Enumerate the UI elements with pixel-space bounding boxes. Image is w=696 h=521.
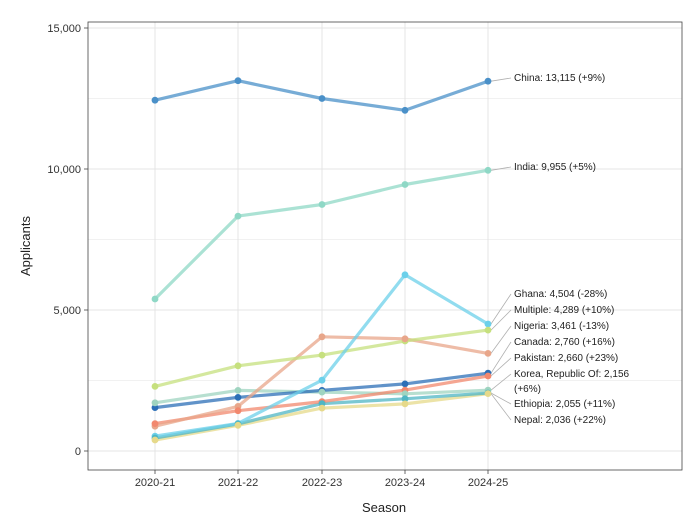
data-point xyxy=(401,390,409,398)
label-connector xyxy=(490,393,512,421)
y-tick-label: 0 xyxy=(75,446,81,458)
data-point xyxy=(234,394,242,401)
data-point xyxy=(318,376,326,384)
x-tick-label: 2024-25 xyxy=(468,477,508,489)
data-point xyxy=(401,106,409,114)
label-connector xyxy=(490,373,512,391)
data-point xyxy=(234,77,242,85)
data-point xyxy=(484,372,492,380)
label-connector xyxy=(490,392,512,405)
data-point xyxy=(234,421,242,429)
label-connector xyxy=(490,77,512,82)
x-tick-label: 2022-23 xyxy=(302,477,342,489)
series-end-labels: China: 13,115 (+9%) India: 9,955 (+5%) Gha… xyxy=(514,73,630,426)
label-connector xyxy=(490,325,512,354)
series-end-label: Multiple: 4,289 (+10%) xyxy=(514,305,614,316)
x-tick-label: 2021-22 xyxy=(218,477,258,489)
series-end-label: Nepal: 2,036 (+22%) xyxy=(514,415,606,426)
data-point xyxy=(318,351,326,359)
series-end-label: Canada: 2,760 (+16%) xyxy=(514,337,615,348)
data-point xyxy=(401,335,409,343)
series-end-label: Korea, Republic Of: 2,156 xyxy=(514,369,630,380)
data-point xyxy=(484,326,492,334)
data-point xyxy=(318,95,326,102)
data-point xyxy=(151,295,159,303)
data-point xyxy=(234,387,242,394)
data-points xyxy=(151,77,492,444)
series-end-label: Ghana: 4,504 (-28%) xyxy=(514,289,607,300)
x-axis-title: Season xyxy=(362,500,406,515)
data-point xyxy=(484,390,492,397)
data-point xyxy=(234,362,242,370)
data-point xyxy=(151,399,159,407)
data-point xyxy=(401,395,409,403)
series-end-label: Nigeria: 3,461 (-13%) xyxy=(514,321,609,332)
data-point xyxy=(318,404,326,412)
data-point xyxy=(151,96,159,104)
data-point xyxy=(401,380,409,388)
data-point xyxy=(151,404,159,411)
y-tick-label: 10,000 xyxy=(47,164,81,176)
data-point xyxy=(484,77,492,85)
label-connector xyxy=(490,293,512,325)
data-point xyxy=(318,333,326,341)
data-point xyxy=(318,201,326,208)
x-tick-label: 2020-21 xyxy=(135,477,175,489)
plot-background xyxy=(88,22,682,470)
data-point xyxy=(401,400,409,408)
series-end-label: India: 9,955 (+5%) xyxy=(514,162,596,173)
data-point xyxy=(484,320,492,328)
y-tick-label: 5,000 xyxy=(53,305,81,317)
data-point xyxy=(234,407,242,415)
data-point xyxy=(401,181,409,188)
series-end-label: China: 13,115 (+9%) xyxy=(514,73,605,84)
y-axis-title: Applicants xyxy=(18,216,33,276)
data-point xyxy=(401,271,409,279)
data-point xyxy=(484,350,492,357)
y-tick-label: 15,000 xyxy=(47,23,81,35)
data-point xyxy=(151,436,159,444)
series-end-label-continued: (+6%) xyxy=(514,384,541,395)
data-point xyxy=(234,212,242,220)
plot-frame xyxy=(87,21,683,471)
x-tick-label: 2023-24 xyxy=(385,477,425,489)
label-connector xyxy=(490,341,512,374)
data-point xyxy=(151,420,159,427)
x-axis-ticks: 2020-21 2021-22 2022-23 2023-24 2024-25 xyxy=(135,470,508,489)
y-axis-ticks: 0 5,000 10,000 15,000 xyxy=(47,23,88,458)
label-connectors xyxy=(490,77,512,421)
series-end-label: Pakistan: 2,660 (+23%) xyxy=(514,353,618,364)
label-connector xyxy=(490,309,512,331)
data-point xyxy=(484,166,492,174)
series-end-label: Ethiopia: 2,055 (+11%) xyxy=(514,399,615,410)
data-point xyxy=(318,388,326,396)
label-connector xyxy=(490,166,512,171)
label-connector xyxy=(490,357,512,377)
data-point xyxy=(151,383,159,390)
